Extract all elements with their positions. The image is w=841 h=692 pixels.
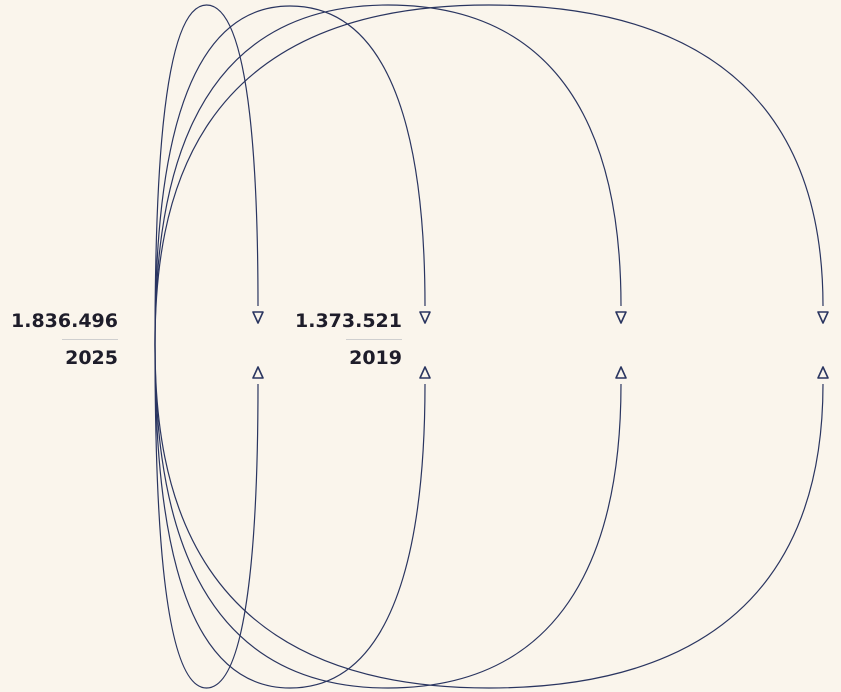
arc-lower-4 — [154, 344, 824, 689]
arrowhead-up-3 — [615, 366, 627, 379]
figure-year: 2019 — [349, 347, 402, 369]
figure-divider — [346, 339, 402, 340]
arrowhead-down-4 — [817, 311, 829, 324]
arc-upper-2 — [154, 5, 426, 346]
figure-year: 2025 — [65, 347, 118, 369]
figure-value: 1.836.496 — [11, 310, 118, 332]
arc-lower-1 — [154, 344, 259, 689]
arc-upper-1 — [154, 4, 259, 346]
figure-2019: 1.373.521 2019 — [290, 309, 402, 370]
arc-lower-3 — [154, 344, 622, 689]
figure-value: 1.373.521 — [295, 310, 402, 332]
arrowhead-up-1 — [252, 366, 264, 379]
arrowhead-down-2 — [419, 311, 431, 324]
arc-upper-4 — [154, 4, 824, 346]
arrowhead-down-1 — [252, 311, 264, 324]
arrowhead-down-3 — [615, 311, 627, 324]
arrowhead-up-2 — [419, 366, 431, 379]
arrowhead-up-4 — [817, 366, 829, 379]
figure-divider — [62, 339, 118, 340]
arc-lower-2 — [154, 344, 426, 689]
arc-upper-3 — [154, 4, 622, 346]
figure-2025: 1.836.496 2025 — [6, 309, 118, 370]
